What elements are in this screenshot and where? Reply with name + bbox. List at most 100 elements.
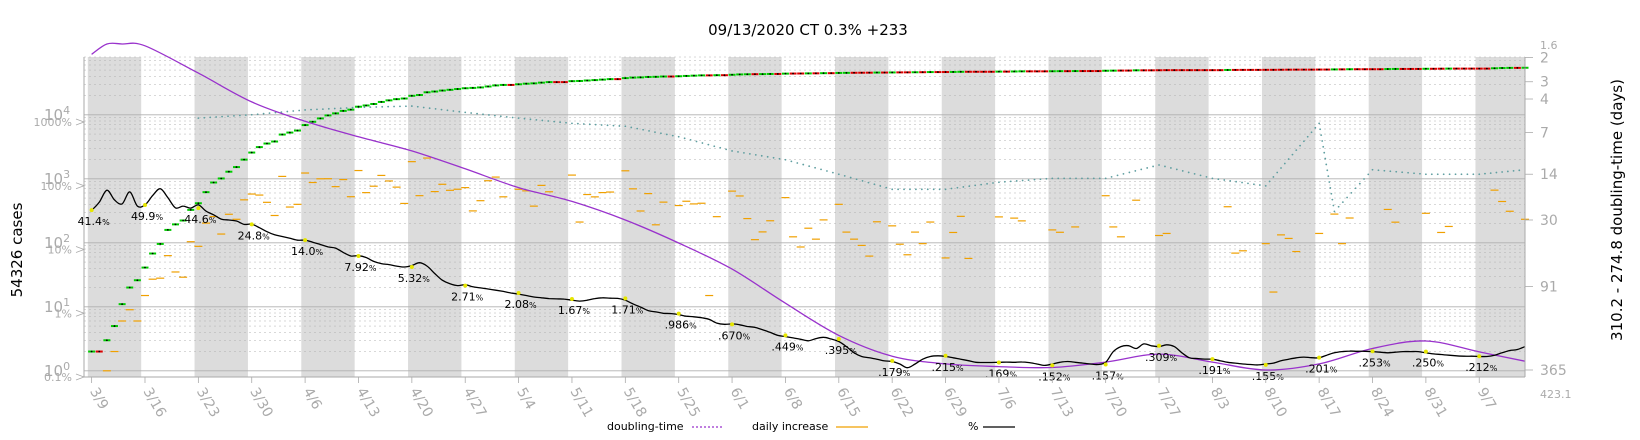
cumulative-dot — [464, 87, 467, 90]
weekly-doubling-dot — [280, 111, 283, 113]
weekly-doubling-dot — [1075, 177, 1077, 180]
weekly-doubling-dot — [1283, 162, 1286, 165]
weekly-doubling-dot — [1092, 177, 1095, 180]
weekly-doubling-dot — [1280, 167, 1282, 169]
cumulative-dot — [98, 350, 101, 353]
weekly-doubling-dot — [1413, 172, 1415, 175]
pct-label: .212% — [1465, 361, 1498, 374]
week-band — [301, 57, 355, 377]
cumulative-dot — [1226, 69, 1229, 71]
weekly-doubling-dot — [381, 105, 384, 108]
weekly-doubling-dot — [233, 114, 235, 117]
weekly-doubling-dot — [393, 105, 395, 108]
weekly-doubling-dot — [298, 109, 301, 112]
cumulative-dot — [1120, 69, 1122, 72]
weekly-doubling-dot — [760, 154, 763, 157]
weekly-doubling-dot — [950, 187, 953, 190]
cumulative-dot — [1234, 69, 1237, 71]
weekly-doubling-dot — [416, 105, 419, 108]
pct-label: 24.8% — [238, 229, 271, 242]
cumulative-dot — [776, 73, 779, 75]
weekly-doubling-dot — [1241, 181, 1243, 184]
cumulative-dot — [1264, 68, 1267, 71]
right-tick-label: 2 — [1540, 50, 1549, 66]
weekly-doubling-dot — [1424, 173, 1427, 176]
weekly-doubling-dot — [956, 186, 959, 189]
weekly-doubling-dot — [244, 114, 247, 117]
weekly-doubling-dot — [476, 112, 478, 115]
cumulative-dot — [1028, 70, 1031, 73]
cumulative-dot — [349, 108, 352, 111]
weekly-doubling-dot — [1169, 167, 1172, 169]
pct-label: .309% — [1145, 351, 1178, 364]
cumulative-dot — [830, 72, 833, 75]
weekly-doubling-dot — [1314, 126, 1317, 129]
week-band — [87, 57, 142, 377]
legend: doubling-time daily increase % — [607, 420, 1015, 433]
pct-label-dot — [730, 322, 735, 327]
weekly-doubling-dot — [351, 106, 354, 109]
x-tick-label: 8/31 — [1420, 385, 1450, 420]
cumulative-dot — [1158, 69, 1160, 72]
weekly-doubling-dot — [849, 176, 852, 179]
cumulative-dot — [807, 72, 810, 75]
cumulative-dot — [90, 350, 93, 353]
cumulative-dot — [609, 78, 611, 81]
grid-lines — [84, 56, 1525, 372]
x-tick-label: 8/10 — [1260, 385, 1290, 420]
cumulative-dot — [898, 71, 901, 74]
cumulative-dot — [1005, 70, 1008, 73]
weekly-doubling-dot — [1371, 168, 1374, 171]
weekly-doubling-dot — [974, 184, 977, 187]
daily-increase-marks — [102, 157, 1529, 372]
weekly-doubling-dot — [932, 188, 935, 191]
weekly-doubling-dot — [535, 118, 538, 121]
weekly-doubling-dot — [1419, 172, 1421, 175]
weekly-doubling-dot — [618, 125, 621, 127]
weekly-doubling-dot — [511, 116, 514, 119]
weekly-doubling-dot — [1320, 134, 1323, 136]
weekly-doubling-dot — [1460, 173, 1463, 176]
x-tick-label: 4/27 — [460, 385, 490, 420]
week-band — [1368, 57, 1423, 377]
x-tick-label: 8/24 — [1367, 385, 1397, 420]
weekly-doubling-dot — [428, 107, 431, 110]
weekly-doubling-dot — [606, 124, 609, 127]
pct-label-dot — [249, 222, 254, 227]
weekly-doubling-dot — [1086, 177, 1089, 180]
cumulative-dot — [304, 124, 307, 126]
weekly-doubling-dot — [1489, 172, 1492, 175]
legend-doubling-time: doubling-time — [607, 420, 684, 433]
cumulative-dot — [1333, 68, 1336, 71]
pct-tick-mark — [75, 182, 86, 190]
cumulative-dot — [258, 146, 261, 149]
cumulative-dot — [601, 78, 604, 81]
cumulative-dot — [982, 70, 985, 73]
weekly-doubling-dot — [310, 108, 312, 111]
weekly-doubling-dot — [665, 133, 668, 136]
weekly-doubling-dot — [250, 113, 253, 116]
cumulative-dot — [586, 79, 589, 82]
weekly-doubling-dot — [1045, 177, 1048, 180]
cumulative-dot — [639, 76, 642, 79]
weekly-doubling-dot — [903, 188, 905, 191]
cumulative-dot — [921, 71, 924, 74]
x-tick-label: 7/27 — [1154, 385, 1184, 420]
cumulative-dot — [616, 78, 619, 81]
week-band — [408, 57, 462, 377]
pct-label-dot — [1370, 349, 1375, 354]
cumulative-dot — [510, 84, 512, 86]
weekly-doubling-dot — [1199, 174, 1202, 177]
cumulative-dot — [1097, 70, 1099, 72]
cumulative-dot — [136, 279, 139, 282]
weekly-doubling-dot — [1495, 171, 1498, 174]
weekly-doubling-dot — [1318, 122, 1321, 125]
right-tick-label: 365 — [1540, 363, 1567, 379]
weekly-doubling-dot — [612, 124, 615, 127]
x-tick-label: 4/13 — [353, 385, 383, 420]
weekly-doubling-dot — [1223, 179, 1226, 181]
y-tick-label: 102 — [44, 232, 70, 252]
cumulative-dot — [853, 71, 855, 74]
weekly-doubling-dot — [1324, 157, 1327, 160]
cumulative-dot — [494, 84, 497, 87]
